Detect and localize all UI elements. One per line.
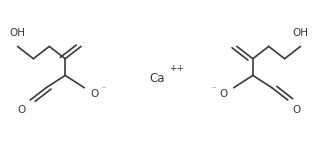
Text: O: O xyxy=(91,89,99,98)
Text: O: O xyxy=(292,105,301,115)
Text: OH: OH xyxy=(10,28,25,38)
Text: ⁻: ⁻ xyxy=(212,85,216,94)
Text: Ca: Ca xyxy=(150,72,165,85)
Text: O: O xyxy=(17,105,26,115)
Text: O: O xyxy=(219,89,227,98)
Text: OH: OH xyxy=(293,28,308,38)
Text: ++: ++ xyxy=(169,64,184,73)
Text: ⁻: ⁻ xyxy=(101,85,106,94)
